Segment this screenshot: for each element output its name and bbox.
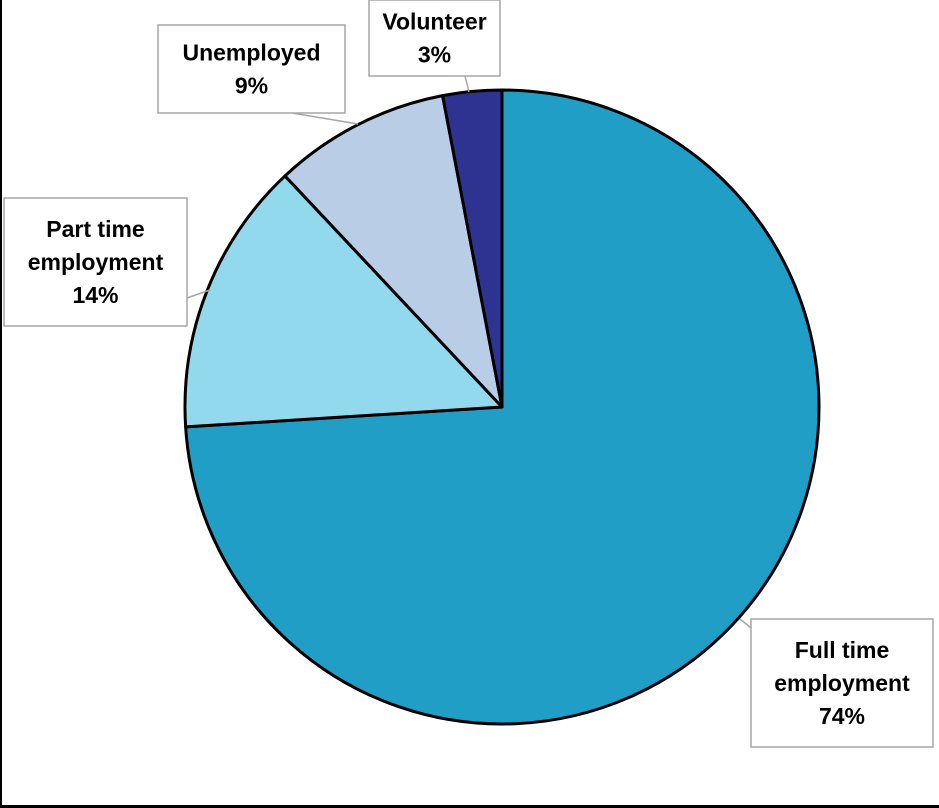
label-percent-unemployed: 9%	[235, 73, 268, 99]
leader-line-unemployed	[291, 112, 359, 125]
data-label-full-time-employment: Full time employment 74%	[739, 618, 934, 748]
leader-line-part-time-employment	[186, 289, 211, 299]
leader-line-full-time-employment	[739, 618, 752, 629]
data-label-part-time-employment: Part time employment 14%	[3, 197, 211, 327]
label-box-part-time-employment	[3, 197, 188, 327]
data-label-unemployed: Unemployed 9%	[157, 24, 359, 125]
leader-line-volunteer	[464, 75, 470, 93]
label-name-volunteer: Volunteer	[382, 9, 486, 35]
label-name-full-time-employment: Full time	[795, 637, 890, 663]
label-name-unemployed: Unemployed	[182, 40, 320, 66]
data-label-volunteer: Volunteer 3%	[368, 0, 501, 93]
pie-slice-volunteer	[441, 88, 504, 409]
label-percent-volunteer: 3%	[418, 42, 451, 68]
label-percent-part-time-employment: 14%	[72, 282, 118, 308]
label-percent-full-time-employment: 74%	[819, 703, 865, 729]
label-name-part-time-employment: employment	[28, 249, 164, 275]
label-box-full-time-employment	[750, 618, 934, 748]
label-name-full-time-employment: employment	[774, 670, 910, 696]
label-box-volunteer	[368, 0, 501, 77]
label-name-part-time-employment: Part time	[46, 216, 144, 242]
pie-slice-unemployed	[283, 94, 504, 409]
label-box-unemployed	[157, 24, 346, 114]
